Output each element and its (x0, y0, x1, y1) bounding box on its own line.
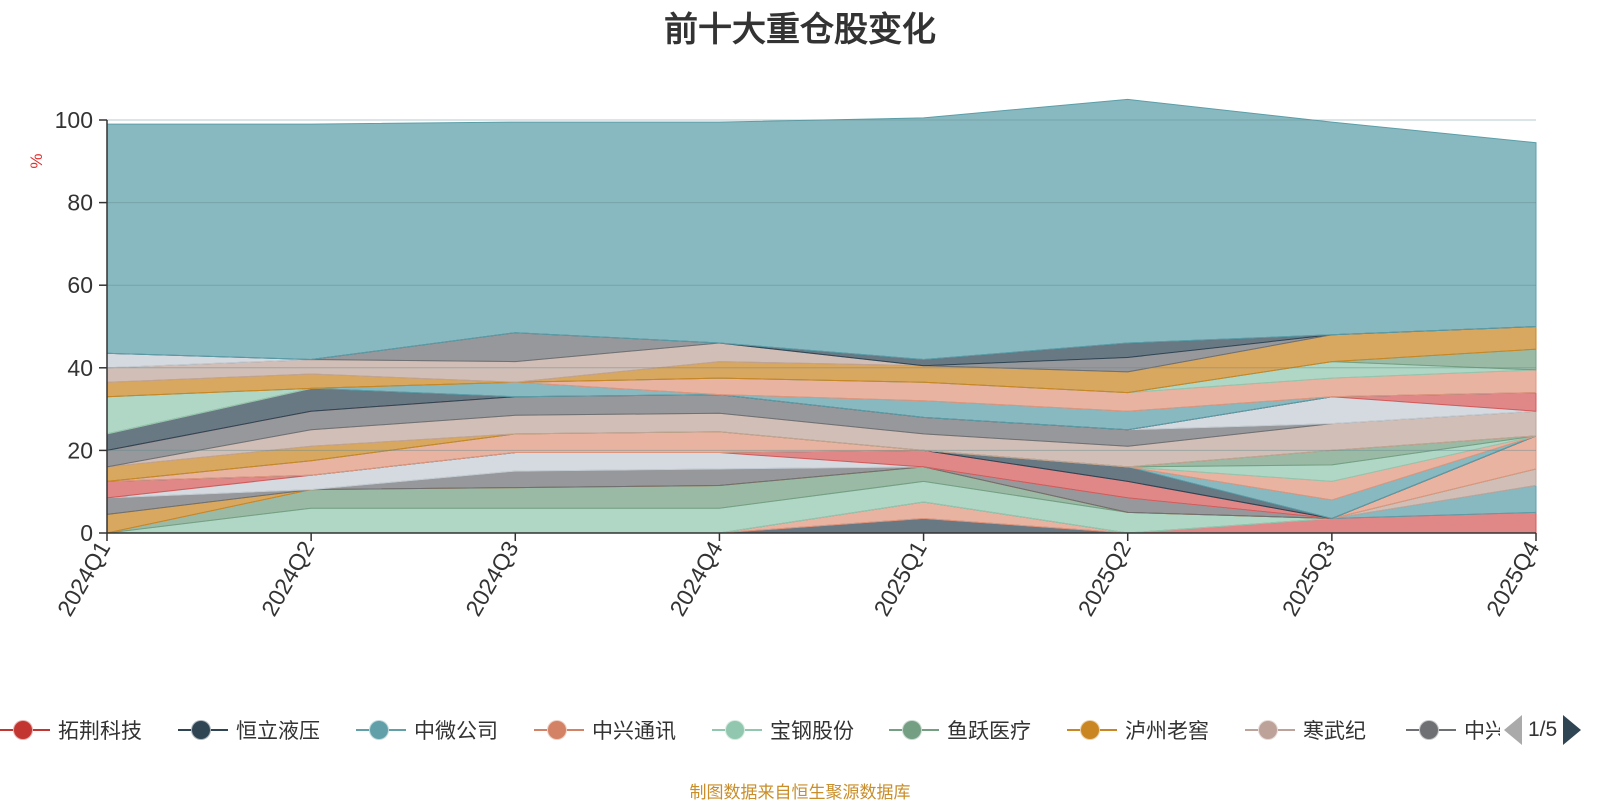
x-tick-label: 2025Q2 (1073, 537, 1136, 621)
footer-note: 制图数据来自恒生聚源数据库 (689, 783, 911, 802)
legend-marker-icon (712, 712, 762, 748)
x-tick-label: 2025Q4 (1481, 536, 1545, 620)
legend-item[interactable]: 鱼跃医疗 (889, 712, 1031, 748)
y-tick-label: 0 (80, 520, 93, 546)
legend-marker-icon (0, 712, 50, 748)
legend-marker-icon (1245, 712, 1295, 748)
legend-item[interactable]: 中兴 (1406, 712, 1500, 748)
y-tick-label: 20 (67, 437, 93, 463)
legend-label: 鱼跃医疗 (947, 720, 1031, 743)
pager-page-label: 1/5 (1528, 718, 1558, 741)
legend-item[interactable]: 中兴通讯 (534, 712, 676, 748)
y-tick-label: 60 (67, 272, 93, 298)
y-axis-label: % (27, 153, 46, 168)
legend-label: 泸州老窖 (1125, 720, 1209, 743)
y-tick-label: 40 (67, 355, 93, 381)
legend-item[interactable]: 恒立液压 (178, 712, 320, 748)
legend-marker-icon (1067, 712, 1117, 748)
legend-marker-icon (534, 712, 584, 748)
legend-item[interactable]: 宝钢股份 (712, 712, 854, 748)
legend-label: 拓荆科技 (58, 720, 142, 743)
area-series-32 (106, 98, 1537, 361)
legend-marker-icon (178, 712, 228, 748)
y-tick-label: 80 (67, 190, 93, 216)
x-tick-label: 2024Q4 (664, 536, 728, 620)
legend-label: 恒立液压 (236, 720, 320, 743)
legend-label: 中兴 (1464, 720, 1500, 743)
legend-marker-icon (889, 712, 939, 748)
legend-item[interactable]: 寒武纪 (1245, 712, 1366, 748)
legend-item[interactable]: 拓荆科技 (0, 712, 142, 748)
legend-item[interactable]: 泸州老窖 (1067, 712, 1209, 748)
area-layers (106, 98, 1537, 534)
x-tick-label: 2024Q2 (256, 537, 319, 621)
legend-marker-icon (356, 712, 406, 748)
x-tick-label: 2024Q3 (460, 537, 523, 621)
legend: 拓荆科技 恒立液压 中微公司 中兴通讯 宝钢股份 鱼跃医疗 泸州老窖 寒武纪 中兴 (0, 712, 1500, 748)
legend-label: 中微公司 (414, 720, 498, 743)
legend-label: 宝钢股份 (770, 720, 854, 743)
legend-label: 寒武纪 (1303, 720, 1366, 743)
pager-next-icon[interactable] (1563, 715, 1582, 745)
pager-prev-icon[interactable] (1504, 715, 1522, 745)
legend-item[interactable]: 中微公司 (356, 712, 498, 748)
y-tick-label: 100 (55, 107, 93, 133)
stacked-area-chart: 0 20 40 60 80 100 2024Q1 2024Q2 2024Q3 2024Q4 2025… (27, 98, 1545, 621)
x-tick-label: 2024Q1 (52, 537, 115, 621)
legend-label: 中兴通讯 (592, 720, 676, 743)
legend-pager: 1/5 (1500, 712, 1600, 748)
x-tick-label: 2025Q1 (868, 537, 931, 621)
legend-marker-icon (1406, 712, 1456, 748)
gridlines (107, 119, 1536, 451)
chart-title: 前十大重仓股变化 (664, 11, 936, 49)
x-tick-label: 2025Q3 (1277, 537, 1340, 621)
